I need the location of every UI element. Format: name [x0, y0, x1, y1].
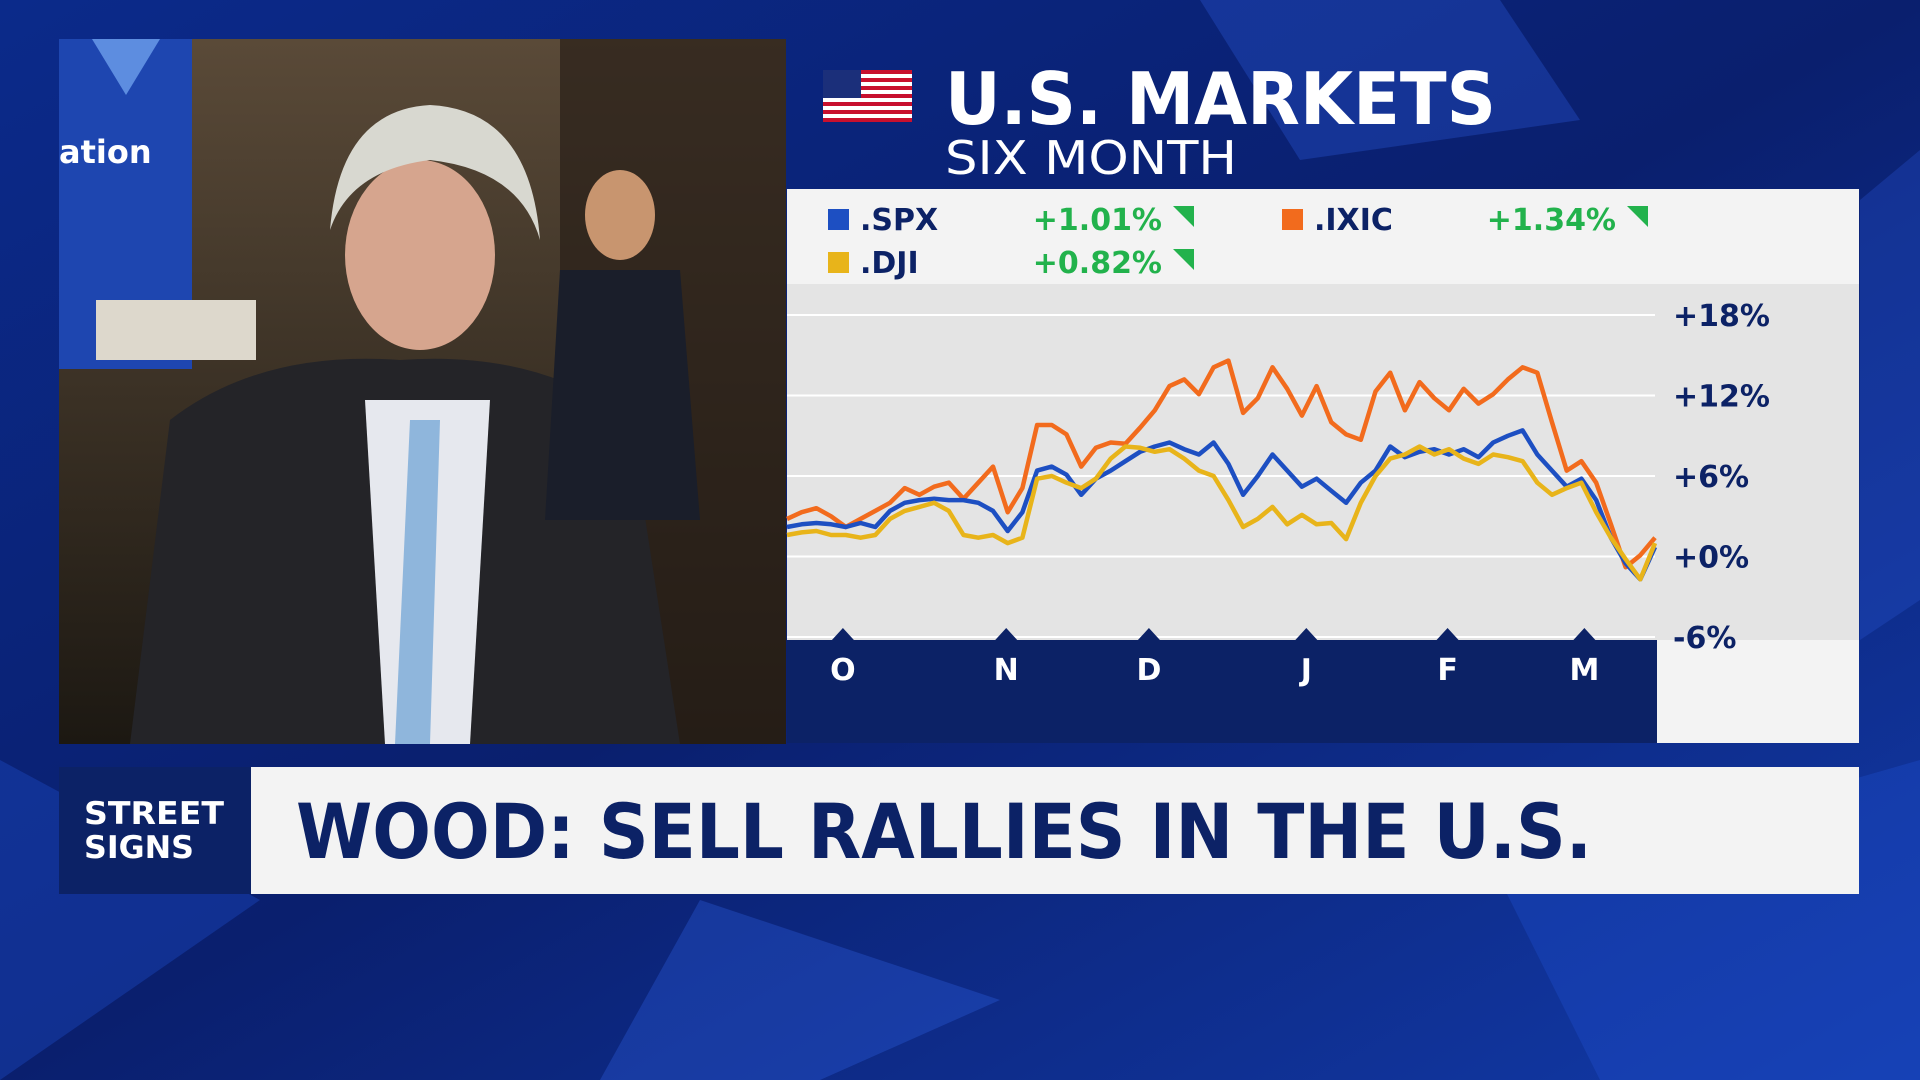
legend-swatch — [1282, 209, 1303, 230]
y-tick-label: +6% — [1673, 460, 1749, 495]
legend-change: +0.82% — [1033, 246, 1162, 281]
x-axis-band — [787, 640, 1657, 743]
legend-swatch — [828, 209, 849, 230]
legend-change-arrow — [1173, 206, 1194, 227]
y-tick-label: +0% — [1673, 541, 1749, 576]
legend-change-arrow — [1627, 206, 1648, 227]
chart: +18% +12% +6% +0% -6% O N D J F M .SPX +1.01% .IXIC +1… — [786, 203, 1770, 688]
x-tick-mark — [995, 628, 1018, 640]
x-tick-label: N — [994, 653, 1019, 688]
video-sign-text: ation — [59, 133, 152, 171]
legend-change-arrow — [1173, 249, 1194, 270]
x-tick-mark — [1295, 628, 1318, 640]
x-tick-label: J — [1299, 653, 1312, 688]
x-tick-label: O — [830, 653, 856, 688]
banner-main — [251, 767, 1859, 894]
x-tick-label: D — [1136, 653, 1161, 688]
x-tick-mark — [1436, 628, 1459, 640]
series-line — [786, 428, 1658, 582]
legend-change: +1.01% — [1033, 203, 1162, 238]
y-tick-label: +18% — [1673, 299, 1770, 334]
legend-name: .IXIC — [1314, 203, 1393, 238]
x-tick-label: M — [1569, 653, 1599, 688]
legend-swatch — [828, 252, 849, 273]
x-tick-mark — [1137, 628, 1160, 640]
chart-title: U.S. MARKETS — [945, 57, 1496, 141]
series-line — [786, 358, 1657, 570]
legend-name: .DJI — [860, 246, 919, 281]
headline: WOOD: SELL RALLIES IN THE U.S. — [296, 787, 1592, 876]
banner-tag-line: STREET — [84, 796, 224, 832]
chart-subtitle: SIX MONTH — [945, 131, 1237, 185]
x-tick-mark — [1573, 628, 1596, 640]
video-panel: ation — [59, 39, 786, 744]
plot-area — [787, 284, 1859, 640]
banner-tag-line: SIGNS — [84, 830, 194, 866]
series-line — [786, 444, 1658, 582]
banner-tag — [59, 767, 251, 894]
x-tick-mark — [831, 628, 854, 640]
us-flag — [823, 70, 912, 122]
y-tick-label: +12% — [1673, 380, 1770, 415]
legend-change: +1.34% — [1487, 203, 1616, 238]
x-tick-label: F — [1437, 653, 1458, 688]
legend-name: .SPX — [860, 203, 938, 238]
y-tick-label: -6% — [1673, 621, 1736, 656]
